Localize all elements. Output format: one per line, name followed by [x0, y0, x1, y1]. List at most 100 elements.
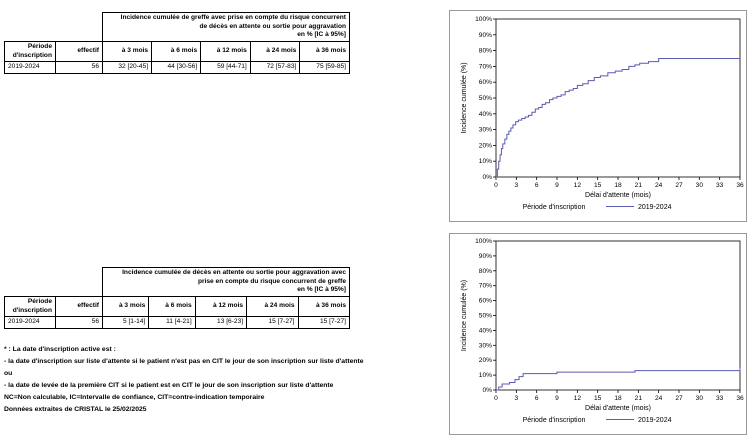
cell-value: 44 [30-56] — [151, 61, 202, 74]
cell-value: 15 [7-27] — [246, 316, 299, 329]
table-deces: Incidence cumulée de décès en attente ou… — [4, 267, 350, 329]
legend-label: 2019-2024 — [638, 417, 672, 424]
y-tick-label: 40% — [479, 111, 492, 118]
x-tick-label: 24 — [655, 395, 663, 402]
y-tick-label: 100% — [475, 238, 492, 245]
note-line: - la date de levée de la première CIT si… — [4, 382, 334, 389]
col-12m: à 12 mois — [194, 295, 248, 318]
cell-value: 32 [20-45] — [101, 61, 153, 74]
y-tick-label: 100% — [475, 16, 492, 23]
col-36m: à 36 mois — [297, 295, 350, 318]
x-axis-label: Délai d'attente (mois) — [585, 192, 651, 199]
x-tick-label: 36 — [736, 182, 744, 189]
y-tick-label: 10% — [479, 158, 492, 165]
x-tick-label: 15 — [594, 395, 602, 402]
x-tick-label: 27 — [675, 395, 683, 402]
col-effectif: effectif — [55, 295, 103, 318]
y-tick-label: 70% — [479, 63, 492, 70]
plot-frame — [495, 18, 741, 178]
series-line — [496, 58, 740, 178]
note-line: * : La date d'inscription active est : — [4, 346, 116, 353]
y-tick-label: 0% — [482, 174, 492, 181]
chart-panel-deces: 0% 10% 20% 30% 40% 50% 60% 70% 80% 90% 100% 0 3 6 9 12 1… — [449, 233, 747, 435]
title-line: prise en compte du risque concurrent de … — [197, 277, 346, 285]
x-tick-label: 33 — [716, 395, 724, 402]
x-tick-label: 9 — [555, 182, 559, 189]
col-3m: à 3 mois — [101, 40, 153, 63]
table-greffe: Incidence cumulée de greffe avec prise e… — [4, 12, 350, 74]
col-6m: à 6 mois — [148, 295, 196, 318]
title-line: Incidence cumulée de greffe avec prise e… — [120, 14, 346, 22]
x-tick-label: 18 — [614, 395, 622, 402]
col-6m: à 6 mois — [151, 40, 202, 63]
title-line: en % [IC à 95%] — [297, 286, 346, 294]
cell-value: 11 [4-21] — [148, 316, 196, 329]
col-36m: à 36 mois — [299, 40, 350, 63]
cell-periode: 2019-2024 — [4, 61, 56, 74]
cell-effectif: 56 — [55, 316, 103, 329]
col-12m: à 12 mois — [200, 40, 251, 63]
note-line: - la date d'inscription sur liste d'atte… — [4, 358, 364, 365]
cell-periode: 2019-2024 — [4, 316, 56, 329]
x-tick-label: 3 — [514, 395, 518, 402]
table-row: 2019-2024 56 5 [1-14] 11 [4-21] 13 [6-23… — [4, 316, 350, 329]
x-tick-label: 6 — [535, 182, 539, 189]
title-line: en % [IC à 95%] — [297, 31, 346, 39]
table-row: 2019-2024 56 32 [20-45] 44 [30-56] 59 [4… — [4, 61, 350, 74]
plot-frame — [495, 240, 741, 391]
y-tick-label: 70% — [479, 283, 492, 290]
x-tick-label: 27 — [675, 182, 683, 189]
col-3m: à 3 mois — [101, 295, 150, 318]
y-tick-label: 30% — [479, 127, 492, 134]
legend-label: 2019-2024 — [638, 204, 672, 211]
x-tick-label: 21 — [635, 395, 643, 402]
y-tick-label: 80% — [479, 48, 492, 55]
col-effectif: effectif — [55, 40, 103, 63]
y-tick-label: 60% — [479, 79, 492, 86]
x-tick-label: 30 — [696, 182, 704, 189]
x-tick-label: 0 — [494, 395, 498, 402]
y-tick-label: 10% — [479, 372, 492, 379]
y-tick-label: 30% — [479, 342, 492, 349]
cell-effectif: 56 — [55, 61, 103, 74]
x-tick-label: 30 — [696, 395, 704, 402]
y-tick-label: 40% — [479, 327, 492, 334]
x-tick-label: 33 — [716, 182, 724, 189]
x-tick-label: 24 — [655, 182, 663, 189]
legend-title: Période d'inscription — [523, 417, 586, 424]
note-line: NC=Non calculable, IC=Intervalle de conf… — [4, 394, 265, 401]
cell-value: 75 [59-85] — [299, 61, 350, 74]
series-line — [496, 367, 741, 391]
x-tick-label: 12 — [574, 182, 582, 189]
cell-value: 59 [44-71] — [200, 61, 251, 74]
y-tick-label: 50% — [479, 95, 492, 102]
y-tick-label: 90% — [479, 32, 492, 39]
col-periode: Période d'inscription — [4, 295, 56, 318]
x-tick-label: 12 — [574, 395, 582, 402]
x-tick-label: 21 — [635, 182, 643, 189]
legend-title: Période d'inscription — [523, 204, 586, 211]
x-tick-label: 0 — [494, 182, 498, 189]
chart-deces: 0%10%20%30%40%50%60%70%80%90%100%0 3 6 9 12 1… — [461, 238, 744, 424]
title-line: de décès en attente ou sortie pour aggra… — [199, 22, 346, 30]
col-24m: à 24 mois — [249, 40, 301, 63]
chart-greffe: 0%10%20%30%40%50%60%70%80%90%100%0 3 6 9 12 1… — [461, 16, 744, 211]
col-24m: à 24 mois — [246, 295, 299, 318]
footnotes: * : La date d'inscription active est : -… — [4, 344, 434, 416]
y-tick-label: 60% — [479, 298, 492, 305]
cell-value: 15 [7-27] — [297, 316, 350, 329]
note-line: Données extraites de CRISTAL le 25/02/20… — [4, 406, 147, 413]
y-axis-label: Incidence cumulée (%) — [461, 280, 468, 351]
x-tick-label: 15 — [594, 182, 602, 189]
x-tick-label: 6 — [535, 395, 539, 402]
chart-panel-greffe: 0% 10% 20% 30% 40% 50% 60% 70% 80% 90% 100% 0 3 6 9 12 1… — [449, 10, 747, 222]
note-line: ou — [4, 370, 13, 377]
title-line: Incidence cumulée de décès en attente ou… — [122, 269, 346, 277]
cell-value: 5 [1-14] — [101, 316, 150, 329]
x-tick-label: 36 — [736, 395, 744, 402]
cell-value: 72 [57-83] — [249, 61, 301, 74]
x-axis-label: Délai d'attente (mois) — [585, 405, 651, 412]
table-title: Incidence cumulée de greffe avec prise e… — [102, 12, 350, 42]
x-tick-label: 18 — [614, 182, 622, 189]
col-periode: Période d'inscription — [4, 40, 56, 63]
